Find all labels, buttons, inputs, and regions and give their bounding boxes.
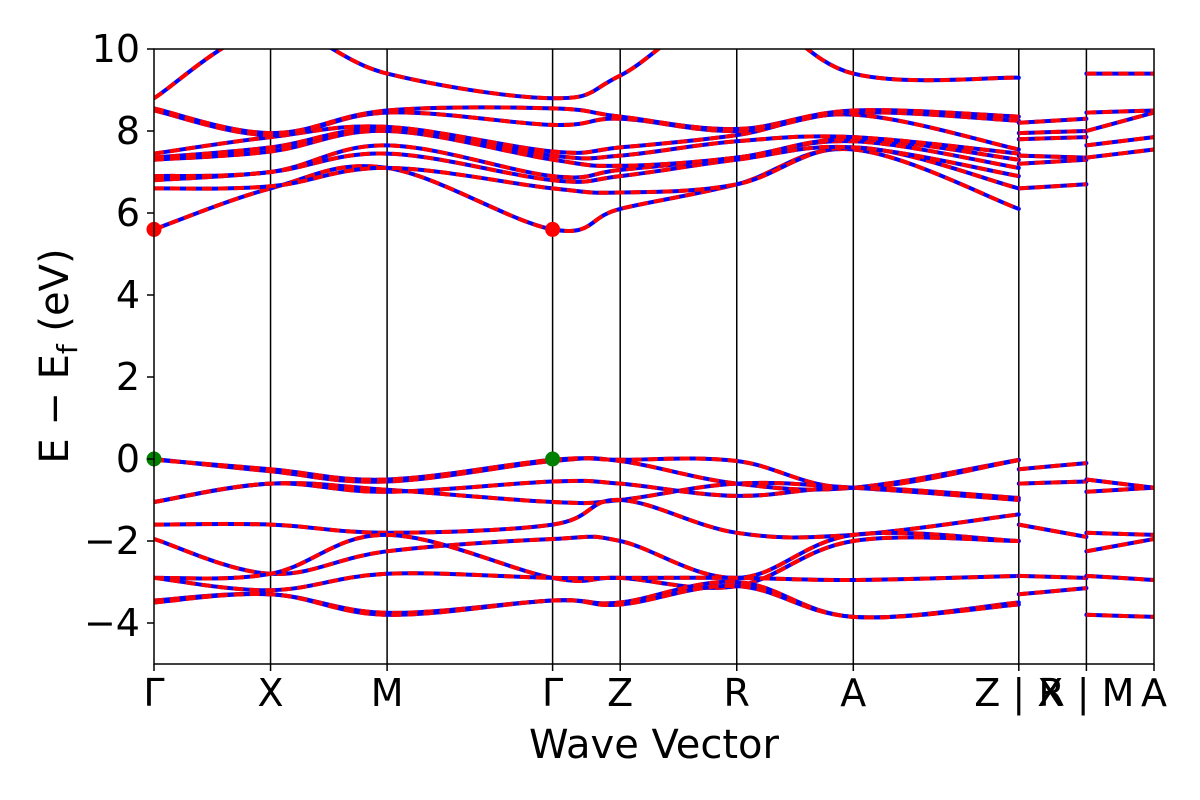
conduction-band-spin-up — [154, 147, 1020, 233]
y-axis-label-main: E − E — [32, 354, 78, 464]
xr-segment-band-spin-up — [1018, 153, 1087, 160]
valence-band-spin-up — [154, 571, 1019, 593]
valence-band-spin-up — [154, 530, 1019, 580]
xr-segment-band-spin-up — [1018, 479, 1087, 486]
x-tick-label: Γ — [143, 671, 164, 715]
xr-segment-band-spin-up — [1018, 135, 1087, 142]
band-lines — [154, 49, 1154, 620]
valence-band-spin-up — [154, 583, 1019, 620]
x-tick-label: X — [258, 671, 284, 715]
plot-frame — [153, 48, 1155, 665]
conduction-band-spin-up — [154, 128, 1020, 168]
y-tick-label: −4 — [84, 601, 140, 645]
x-tick-label: Γ — [542, 671, 563, 715]
cbm-marker — [545, 221, 561, 237]
xr-segment-band-spin-up — [1018, 129, 1087, 136]
xr-segment-band-spin-up — [1018, 573, 1087, 580]
x-tick-label: Z | X — [974, 671, 1063, 716]
ma-segment-band-spin-up — [1086, 477, 1154, 490]
ma-segment-band-spin-up — [1086, 108, 1154, 115]
conduction-band-spin-down — [154, 147, 1021, 233]
vbm-marker — [545, 451, 561, 467]
conduction-band-spin-up — [154, 108, 1019, 138]
xr-segment-band-spin-up — [1018, 461, 1087, 472]
y-axis-label: E − Ef (eV) — [32, 248, 84, 463]
valence-band-spin-up — [154, 532, 1019, 590]
xr-segment-band-spin-up — [1018, 182, 1087, 191]
x-tick-label: R — [724, 671, 750, 715]
conduction-band-spin-down — [154, 49, 1021, 101]
conduction-band-spin-up — [154, 139, 1020, 180]
ma-segment-band-spin-up — [1086, 485, 1154, 494]
y-tick-label: 8 — [116, 109, 140, 153]
x-tick-label: M — [371, 671, 404, 715]
conduction-band-spin-up — [154, 49, 1019, 101]
x-tick-label: A — [840, 671, 866, 715]
valence-band-spin-up — [154, 478, 1019, 504]
y-axis-ticks: −4 −2 0 2 4 6 8 10 — [84, 27, 154, 645]
x-axis-label: Wave Vector — [529, 722, 780, 768]
xr-segment-band-spin-up — [1018, 157, 1087, 166]
ma-segment-band-spin-up — [1086, 135, 1154, 148]
valence-band-spin-up — [154, 579, 1019, 620]
y-axis-label-sub: f — [51, 343, 84, 354]
xr-segment-band-spin-up — [1018, 586, 1087, 597]
xr-segment-band-spin-up — [1018, 116, 1087, 125]
y-tick-label: 6 — [116, 191, 140, 235]
y-tick-label: 10 — [92, 27, 140, 71]
y-tick-label: 2 — [116, 355, 140, 399]
conduction-band-spin-up — [154, 105, 1019, 136]
ma-segment-band-spin-up — [1085, 110, 1154, 133]
conduction-band-spin-up — [154, 126, 1020, 161]
y-axis-label-unit: (eV) — [32, 248, 78, 344]
y-tick-label: −2 — [84, 519, 140, 563]
x-tick-label: Z — [607, 671, 633, 715]
y-tick-label: 0 — [116, 437, 140, 481]
y-tick-label: 4 — [116, 273, 140, 317]
ma-segment-band-spin-up — [1086, 537, 1154, 554]
ma-segment-band-spin-up — [1086, 147, 1154, 160]
extrema-markers — [146, 221, 561, 467]
x-tick-label: A — [1141, 671, 1167, 715]
ma-segment-band-spin-up — [1086, 612, 1154, 619]
x-tick-label: R | M — [1038, 671, 1134, 716]
ma-segment-band-spin-up — [1086, 530, 1154, 537]
xr-segment-band-spin-up — [1018, 522, 1087, 539]
ma-segment-band-spin-up — [1086, 573, 1154, 582]
